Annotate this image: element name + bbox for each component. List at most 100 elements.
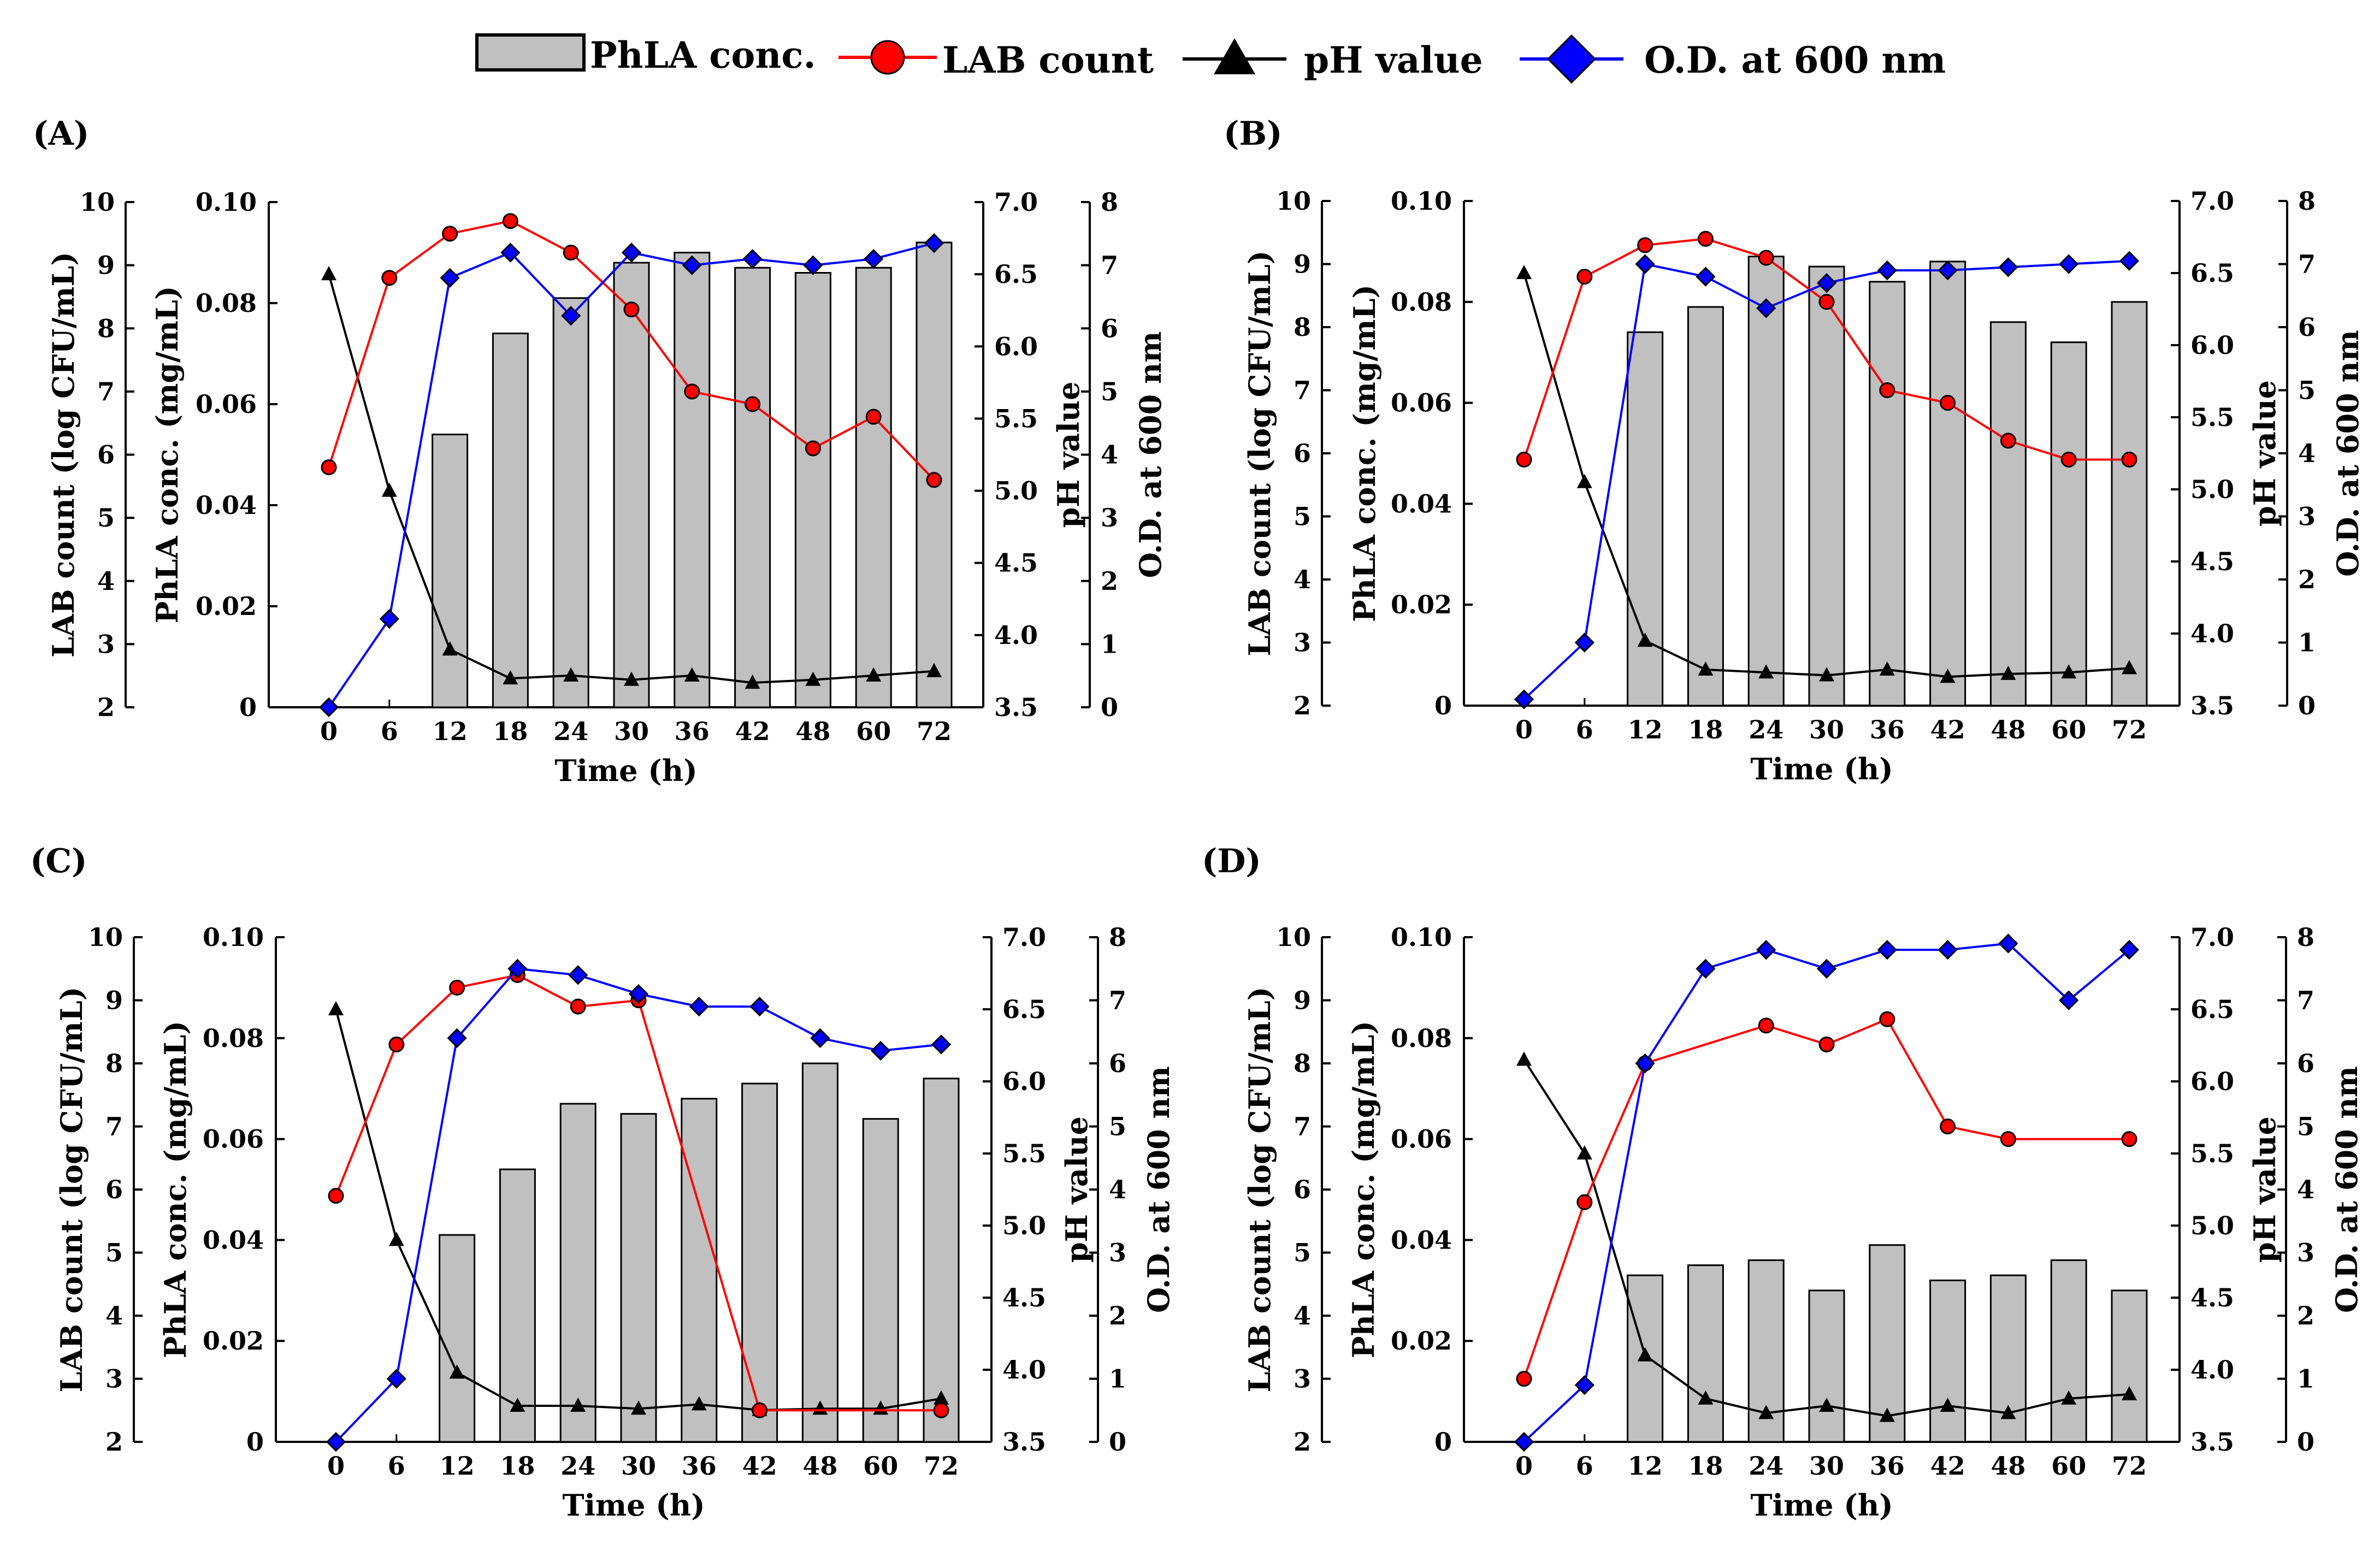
ph-point bbox=[1819, 1398, 1834, 1412]
od-tick-label: 8 bbox=[2297, 922, 2314, 952]
phla-tick-label: 0.08 bbox=[203, 1024, 264, 1053]
ph-tick-label: 4.0 bbox=[1002, 1355, 1046, 1385]
phla-axis-title: PhLA conc. (mg/mL) bbox=[1347, 285, 1382, 622]
panel-label: (C) bbox=[30, 842, 87, 880]
x-tick-label: 42 bbox=[1930, 715, 1965, 744]
ph-point bbox=[2061, 664, 2077, 679]
lab-point bbox=[752, 1402, 768, 1418]
ph-tick-label: 7.0 bbox=[2190, 186, 2234, 216]
x-tick-label: 36 bbox=[682, 1451, 717, 1481]
od-point bbox=[1635, 1053, 1655, 1074]
lab-tick-label: 2 bbox=[97, 693, 115, 722]
phla-tick-label: 0.04 bbox=[1391, 1225, 1452, 1255]
phla-bar bbox=[1687, 306, 1724, 707]
od-point bbox=[379, 609, 399, 629]
lab-tick-label: 7 bbox=[1294, 376, 1311, 405]
lab-point bbox=[1940, 1119, 1956, 1134]
od-point bbox=[689, 996, 709, 1017]
x-tick-label: 42 bbox=[1930, 1451, 1965, 1481]
phla-tick-label: 0 bbox=[239, 693, 257, 722]
od-tick-label: 7 bbox=[2298, 250, 2316, 279]
od-point bbox=[2059, 990, 2079, 1010]
lab-point bbox=[388, 1036, 405, 1052]
ph-point bbox=[563, 667, 579, 682]
od-tick-label: 4 bbox=[1101, 440, 1118, 470]
od-point bbox=[1696, 267, 1716, 287]
ph-point bbox=[866, 667, 882, 682]
od-tick-label: 6 bbox=[1101, 313, 1118, 343]
ph-axis-title: pH value bbox=[2247, 380, 2282, 526]
od-tick-label: 6 bbox=[2297, 1049, 2314, 1078]
lab-point bbox=[1758, 250, 1774, 266]
lab-tick-label: 6 bbox=[97, 440, 115, 470]
od-tick-label: 2 bbox=[2297, 1301, 2314, 1330]
od-point bbox=[1877, 260, 1897, 281]
od-tick-label: 4 bbox=[2298, 439, 2316, 468]
ph-point bbox=[1698, 1390, 1714, 1405]
od-point bbox=[682, 255, 702, 275]
ph-point bbox=[2000, 1405, 2016, 1419]
od-point bbox=[1574, 632, 1594, 653]
ph-tick-label: 4.0 bbox=[994, 620, 1038, 650]
ph-point bbox=[388, 1232, 404, 1246]
od-tick-label: 6 bbox=[2298, 312, 2316, 342]
x-tick-label: 72 bbox=[2112, 1451, 2147, 1481]
phla-bar bbox=[923, 1078, 960, 1443]
ph-tick-label: 5.0 bbox=[994, 476, 1038, 506]
phla-bar bbox=[2111, 301, 2148, 707]
ph-point bbox=[449, 1364, 465, 1379]
od-point bbox=[742, 249, 763, 269]
panel-label: (B) bbox=[1224, 115, 1283, 153]
x-tick-label: 60 bbox=[856, 717, 891, 746]
x-tick-label: 36 bbox=[1870, 1451, 1905, 1481]
od-point bbox=[1816, 273, 1837, 293]
phla-bar bbox=[439, 1234, 476, 1443]
lab-tick-label: 6 bbox=[105, 1175, 123, 1204]
od-point bbox=[931, 1034, 952, 1055]
lab-tick-label: 7 bbox=[105, 1112, 123, 1141]
x-tick-label: 30 bbox=[621, 1451, 656, 1481]
od-tick-label: 2 bbox=[1101, 566, 1118, 596]
od-point bbox=[318, 697, 339, 718]
x-axis-title: Time (h) bbox=[1750, 1488, 1893, 1523]
od-point bbox=[2119, 939, 2140, 960]
lab-point bbox=[328, 1188, 344, 1204]
ph-point bbox=[381, 482, 397, 497]
lab-tick-label: 6 bbox=[1294, 1175, 1311, 1204]
od-point bbox=[1574, 1375, 1594, 1395]
od-tick-label: 7 bbox=[2297, 986, 2314, 1015]
ph-tick-label: 3.5 bbox=[2190, 1427, 2234, 1457]
lab-tick-label: 9 bbox=[1294, 250, 1311, 279]
phla-bar bbox=[492, 333, 529, 708]
phla-axis-title: PhLA conc. (mg/mL) bbox=[150, 286, 185, 624]
od-point bbox=[1877, 939, 1897, 960]
ph-point bbox=[1758, 1405, 1774, 1419]
lab-tick-label: 8 bbox=[1294, 1049, 1311, 1078]
lab-point bbox=[1940, 395, 1956, 411]
od-point bbox=[447, 1028, 467, 1048]
od-point bbox=[1816, 959, 1837, 979]
phla-bar bbox=[1929, 1279, 1966, 1443]
phla-axis-title: PhLA conc. (mg/mL) bbox=[1346, 1021, 1381, 1358]
lab-point bbox=[933, 1402, 949, 1418]
od-tick-label: 5 bbox=[2298, 376, 2316, 405]
phla-bar bbox=[794, 272, 831, 708]
phla-tick-label: 0.10 bbox=[203, 922, 264, 952]
lab-point bbox=[321, 459, 337, 476]
ph-tick-label: 4.5 bbox=[2190, 1283, 2234, 1312]
lab-tick-label: 6 bbox=[1294, 439, 1311, 468]
lab-tick-label: 5 bbox=[97, 503, 115, 533]
x-tick-label: 12 bbox=[433, 717, 468, 746]
od-point bbox=[507, 959, 528, 979]
ph-tick-label: 4.5 bbox=[994, 548, 1038, 578]
phla-axis-title: PhLA conc. (mg/mL) bbox=[158, 1021, 193, 1358]
phla-tick-label: 0.02 bbox=[1391, 1326, 1452, 1356]
x-axis-title: Time (h) bbox=[1750, 752, 1893, 786]
ph-axis-title: pH value bbox=[1051, 381, 1086, 528]
od-tick-label: 5 bbox=[1109, 1112, 1126, 1141]
phla-bar bbox=[1687, 1264, 1724, 1443]
lab-axis-title: LAB count (log CFU/mL) bbox=[54, 987, 89, 1393]
panel-label: (A) bbox=[33, 115, 89, 153]
